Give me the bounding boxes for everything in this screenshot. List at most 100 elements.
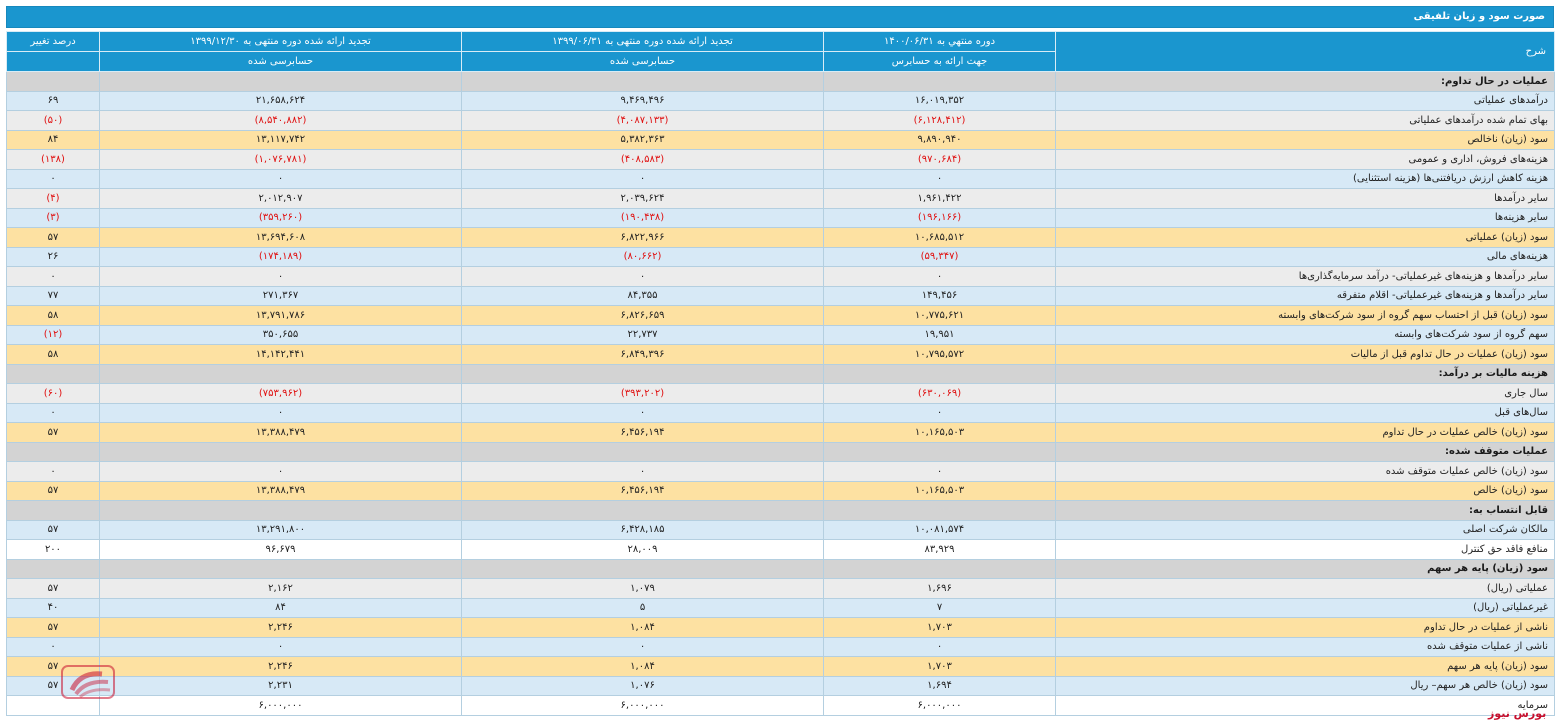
cell-period2: ۵,۳۸۲,۳۶۳ xyxy=(461,129,824,150)
section-row: عملیات متوقف شده: xyxy=(6,441,1555,462)
cell-period2: ۶,۴۵۶,۱۹۴ xyxy=(461,480,824,501)
table-row: سهم گروه از سود شرکت‌های وابسته ۱۹,۹۵۱ ۲۲,… xyxy=(6,324,1555,345)
cell-period3: ۰ xyxy=(99,636,462,657)
header-row: شرح دوره منتهي به ۱۴۰۰/۰۶/۳۱ تجدید ارائه… xyxy=(6,31,1555,72)
cell-change: ۸۴ xyxy=(6,129,100,150)
table-row: هزینه‌های فروش، اداری و عمومی (۹۷۰,۶۸۴) (۴… xyxy=(6,149,1555,170)
cell-period2: (۴,۰۸۷,۱۳۳) xyxy=(461,110,824,131)
table-row: مالکان شرکت اصلی ۱۰,۰۸۱,۵۷۴ ۶,۴۲۸,۱۸۵ ۱۳,۲۹… xyxy=(6,519,1555,540)
cell-period1: ۱,۶۹۶ xyxy=(823,578,1056,599)
row-label: سود (زیان) عملیات در حال تداوم قبل از ما… xyxy=(1055,344,1555,365)
cell-change: ۰ xyxy=(6,168,100,189)
cell-period1: ۱۶,۰۱۹,۳۵۲ xyxy=(823,90,1056,111)
cell-change: ۵۷ xyxy=(6,227,100,248)
cell-period3: ۱۳,۲۹۱,۸۰۰ xyxy=(99,519,462,540)
cell-period2: ۱,۰۸۴ xyxy=(461,617,824,638)
cell-change: (۴) xyxy=(6,188,100,209)
cell-period2: ۰ xyxy=(461,461,824,482)
row-label: درآمدهای عملیاتی xyxy=(1055,90,1555,111)
cell-period3: ۸۴ xyxy=(99,597,462,618)
row-label: سال‌های قبل xyxy=(1055,402,1555,423)
cell-period2: ۶,۰۰۰,۰۰۰ xyxy=(461,695,824,716)
table-body: عملیات در حال تداوم: درآمدهای عملیاتی ۱۶,۰… xyxy=(6,71,1555,716)
row-label: سال جاری xyxy=(1055,383,1555,404)
cell-period1: (۶۳۰,۰۶۹) xyxy=(823,383,1056,404)
cell-period1: ۱,۹۶۱,۴۲۲ xyxy=(823,188,1056,209)
cell-change xyxy=(6,558,100,579)
cell-change: (۳) xyxy=(6,207,100,228)
section-label: هزینه مالیات بر درآمد: xyxy=(1055,363,1555,384)
col-header-change: درصد تغییر xyxy=(6,31,100,52)
cell-period3: (۸,۵۴۰,۸۸۲) xyxy=(99,110,462,131)
table-row: سایر درآمدها ۱,۹۶۱,۴۲۲ ۲,۰۳۹,۶۲۴ ۲,۰۱۲,۹۰۷(… xyxy=(6,188,1555,209)
row-label: بهای تمام شده درآمدهای عملیاتی xyxy=(1055,110,1555,131)
row-label: سود (زیان) خالص عملیات در حال تداوم xyxy=(1055,422,1555,443)
section-row: قابل انتساب به: xyxy=(6,500,1555,521)
cell-period1: ۰ xyxy=(823,636,1056,657)
row-label: سود (زیان) خالص هر سهم– ریال xyxy=(1055,675,1555,696)
table-row: سایر درآمدها و هزینه‌های غیرعملیاتی- درآ… xyxy=(6,266,1555,287)
cell-period1: (۵۹,۳۴۷) xyxy=(823,246,1056,267)
cell-change xyxy=(6,695,100,716)
cell-change: ۰ xyxy=(6,636,100,657)
cell-period3 xyxy=(99,441,462,462)
cell-period2: (۴۰۸,۵۸۳) xyxy=(461,149,824,170)
cell-period3: ۱۳,۳۸۸,۴۷۹ xyxy=(99,422,462,443)
table-row: سود (زیان) خالص عملیات متوقف شده ۰ ۰ ۰ ۰ xyxy=(6,461,1555,482)
cell-period1: ۱,۷۰۳ xyxy=(823,656,1056,677)
section-label: قابل انتساب به: xyxy=(1055,500,1555,521)
cell-period3: ۱۳,۳۸۸,۴۷۹ xyxy=(99,480,462,501)
header-subrow: جهت ارائه به حسابرس حسابرسی شده حسابرسی … xyxy=(6,51,1555,72)
cell-period2: ۰ xyxy=(461,402,824,423)
cell-period2: ۲۲,۷۳۷ xyxy=(461,324,824,345)
cell-period2: ۲,۰۳۹,۶۲۴ xyxy=(461,188,824,209)
cell-period2 xyxy=(461,363,824,384)
cell-change: ۵۸ xyxy=(6,305,100,326)
cell-period3 xyxy=(99,558,462,579)
cell-period3: ۲۱,۶۵۸,۶۲۴ xyxy=(99,90,462,111)
cell-period1: ۱۰,۱۶۵,۵۰۳ xyxy=(823,480,1056,501)
table-row: غیرعملیاتی (ریال) ۷ ۵ ۸۴ ۴۰ xyxy=(6,597,1555,618)
col-subheader-period1: جهت ارائه به حسابرس xyxy=(823,51,1056,72)
col-subheader-period3: حسابرسی شده xyxy=(99,51,462,72)
cell-period2: ۰ xyxy=(461,266,824,287)
cell-period2: ۱,۰۷۶ xyxy=(461,675,824,696)
table-row: هزینه کاهش ارزش دریافتنی‌ها (هزینه استثن… xyxy=(6,168,1555,189)
row-label: سود (زیان) ناخالص xyxy=(1055,129,1555,150)
cell-period3 xyxy=(99,363,462,384)
cell-period2: ۶,۸۴۹,۳۹۶ xyxy=(461,344,824,365)
cell-period3: ۲,۲۳۱ xyxy=(99,675,462,696)
table-row: بهای تمام شده درآمدهای عملیاتی (۶,۱۲۸,۴۱۲… xyxy=(6,110,1555,131)
cell-change: ۴۰ xyxy=(6,597,100,618)
row-label: سود (زیان) خالص عملیات متوقف شده xyxy=(1055,461,1555,482)
cell-period1: ۱۰,۶۸۵,۵۱۲ xyxy=(823,227,1056,248)
section-label: سود (زیان) پایه هر سهم xyxy=(1055,558,1555,579)
col-header-period3: تجدید ارائه شده دوره منتهی به ۱۳۹۹/۱۲/۳۰ xyxy=(99,31,462,52)
cell-period3 xyxy=(99,71,462,92)
cell-period1 xyxy=(823,441,1056,462)
cell-period2: ۰ xyxy=(461,636,824,657)
cell-change: ۵۸ xyxy=(6,344,100,365)
cell-period3: ۱۳,۷۹۱,۷۸۶ xyxy=(99,305,462,326)
cell-change: ۰ xyxy=(6,402,100,423)
section-label: عملیات متوقف شده: xyxy=(1055,441,1555,462)
col-header-period2: تجدید ارائه شده دوره منتهی به ۱۳۹۹/۰۶/۳۱ xyxy=(461,31,824,52)
row-label: سایر درآمدها و هزینه‌های غیرعملیاتی- درآ… xyxy=(1055,266,1555,287)
cell-period3: ۱۳,۶۹۴,۶۰۸ xyxy=(99,227,462,248)
cell-period2: ۹,۴۶۹,۴۹۶ xyxy=(461,90,824,111)
report-panel: صورت سود و زیان تلفیقی شرح دوره منتهي به… xyxy=(6,6,1555,716)
row-label: هزینه کاهش ارزش دریافتنی‌ها (هزینه استثن… xyxy=(1055,168,1555,189)
cell-period1: ۱۰,۰۸۱,۵۷۴ xyxy=(823,519,1056,540)
col-header-desc: شرح xyxy=(1055,31,1555,72)
cell-change: ۵۷ xyxy=(6,422,100,443)
cell-change: ۶۹ xyxy=(6,90,100,111)
cell-period1: ۸۳,۹۲۹ xyxy=(823,539,1056,560)
cell-period3: (۷۵۳,۹۶۲) xyxy=(99,383,462,404)
table-row: سایر هزینه‌ها (۱۹۶,۱۶۶) (۱۹۰,۴۳۸) (۳۵۹,۲۶۰)… xyxy=(6,207,1555,228)
col-subheader-change xyxy=(6,51,100,72)
cell-change: (۱۲) xyxy=(6,324,100,345)
row-label: ناشی از عملیات در حال تداوم xyxy=(1055,617,1555,638)
cell-period1: ۱,۶۹۴ xyxy=(823,675,1056,696)
cell-period2 xyxy=(461,441,824,462)
cell-period3: (۱,۰۷۶,۷۸۱) xyxy=(99,149,462,170)
